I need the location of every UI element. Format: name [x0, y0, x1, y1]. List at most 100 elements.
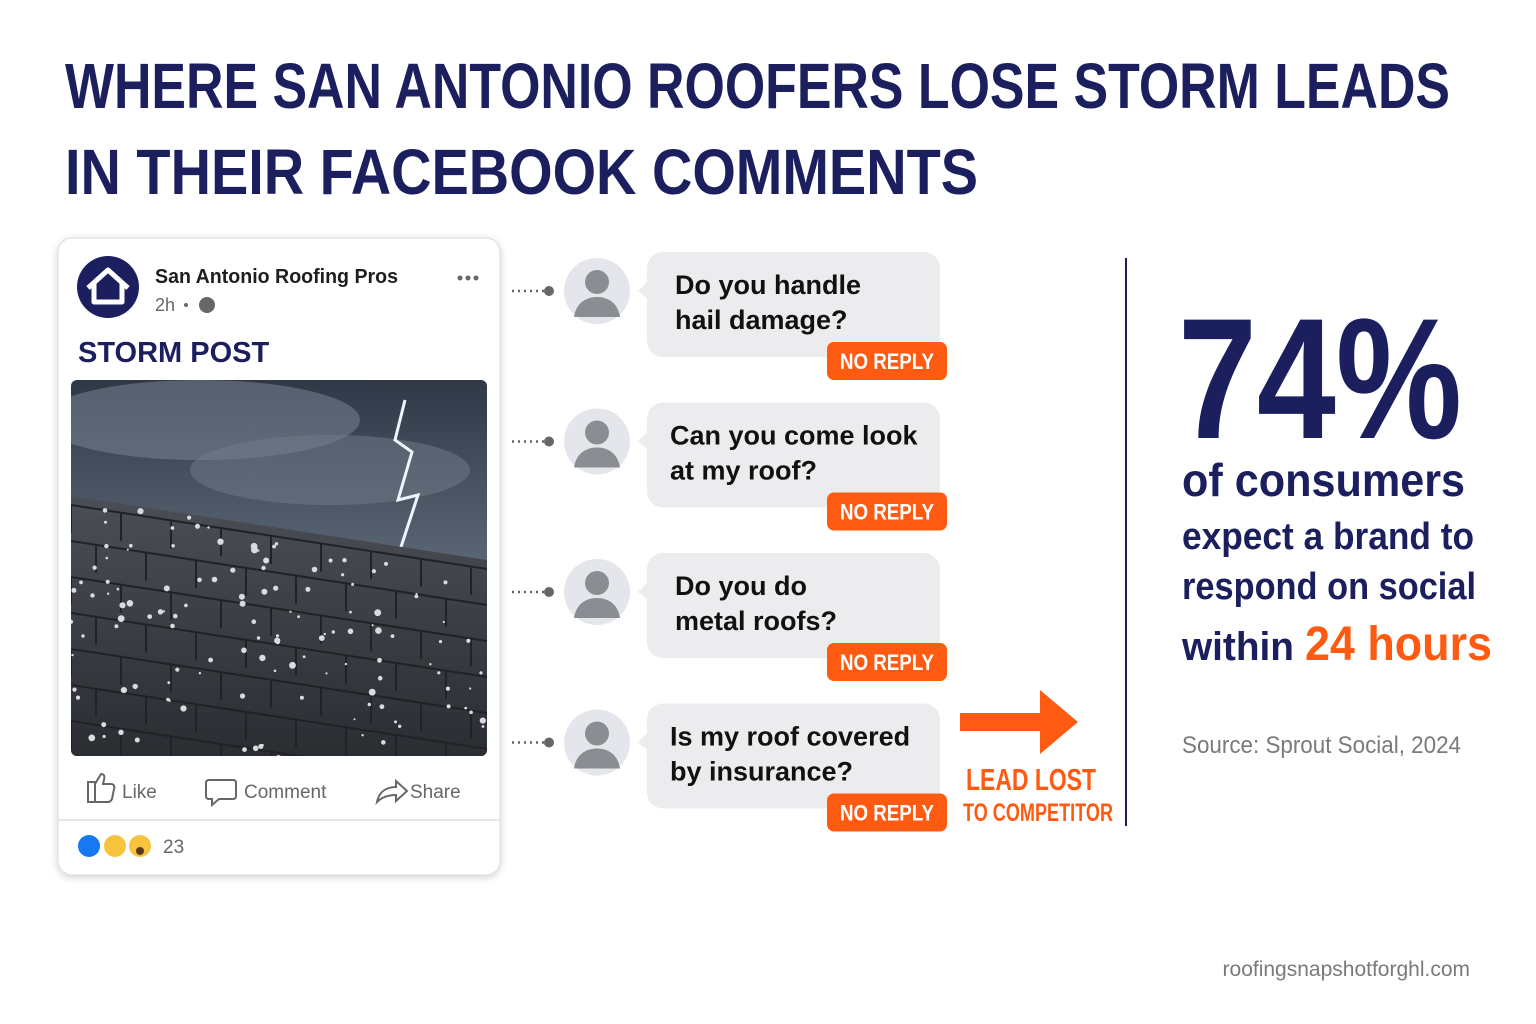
action-icons [87, 772, 409, 808]
avatar-body [574, 748, 620, 769]
hailstone [157, 609, 164, 615]
status-label: NO REPLY [840, 650, 934, 675]
connector-dot [544, 587, 554, 597]
comment-button[interactable]: Comment [244, 782, 327, 803]
hailstone [211, 576, 218, 583]
hailstone [147, 614, 153, 619]
bubble-tail [638, 732, 648, 751]
hailstone [261, 565, 266, 571]
hailstone [71, 619, 74, 624]
hailstone [344, 662, 348, 666]
stat-highlight: 24 hours [1305, 618, 1492, 671]
hailstone [173, 613, 178, 619]
hailstone [92, 565, 97, 570]
comment-text: hail damage? [675, 305, 848, 335]
hailstone [187, 515, 192, 520]
footer-url[interactable]: roofingsnapshotforghl.com [1223, 958, 1470, 981]
hailstone [342, 558, 347, 563]
hailstone [371, 624, 374, 627]
hailstone [167, 681, 171, 685]
reaction-count[interactable]: 23 [163, 837, 184, 858]
hailstone [114, 624, 119, 629]
status-label: NO REPLY [840, 349, 934, 374]
hailstone [442, 620, 445, 624]
hailstone [132, 683, 138, 690]
hailstone [198, 672, 202, 675]
comment-row: Can you come look at my roof? NO REPLY [512, 402, 947, 531]
hailstone [305, 586, 311, 592]
hailstone [414, 594, 419, 599]
hailstone [261, 743, 264, 747]
post-card: San Antonio Roofing Pros 2h STORM POST L… [57, 237, 501, 876]
hailstone [445, 686, 450, 691]
hailstone [170, 526, 175, 530]
hailstone [104, 543, 109, 549]
comment-text: Is my roof covered [670, 722, 910, 752]
stat-line: respond on social [1182, 566, 1476, 608]
more-icon[interactable] [457, 275, 479, 281]
avatar-body [574, 598, 620, 618]
hailstone [384, 561, 388, 566]
title-line: IN THEIR FACEBOOK COMMENTS [65, 136, 978, 208]
hailstone [361, 734, 364, 737]
hailstone [137, 508, 144, 515]
hailstone [101, 722, 107, 728]
reaction-icons [78, 835, 151, 857]
hailstone [377, 657, 382, 663]
hailstone [126, 548, 129, 551]
hailstone [323, 632, 326, 636]
shingle-row [71, 612, 487, 678]
hailstone [349, 610, 352, 614]
stat-value: 74% [1178, 283, 1462, 475]
hailstone [242, 747, 247, 752]
hailstone [75, 695, 81, 700]
hailstone [250, 542, 258, 550]
hailstone [116, 587, 120, 591]
hailstone [129, 543, 133, 548]
storm-image [71, 380, 487, 756]
hailstone [207, 526, 210, 529]
shingle-row [71, 648, 487, 714]
comment-bubble [647, 553, 940, 658]
hailstone [379, 704, 385, 710]
hailstone [341, 573, 345, 577]
shingle-row [71, 684, 487, 750]
page-name[interactable]: San Antonio Roofing Pros [155, 266, 398, 288]
hailstone [318, 635, 325, 641]
hailstone [438, 640, 443, 644]
hailstone [415, 592, 418, 596]
comment-bubble [647, 703, 940, 809]
hailstone [126, 600, 134, 607]
hailstone [368, 688, 376, 696]
connector-dot [544, 286, 554, 296]
shingle-row [71, 540, 487, 606]
bubble-tail [638, 431, 648, 450]
hailstone [299, 695, 304, 700]
hailstone [347, 628, 354, 635]
hailstone [162, 610, 165, 613]
hailstone [241, 647, 247, 654]
title-line: WHERE SAN ANTONIO ROOFERS LOSE STORM LEA… [65, 50, 1450, 122]
hailstone [175, 667, 180, 672]
hailstone [464, 706, 468, 710]
like-button[interactable]: Like [122, 782, 157, 803]
hailstone [297, 615, 300, 619]
shingle-row [71, 576, 487, 642]
globe-icon [199, 297, 215, 313]
hailstone [90, 593, 95, 598]
hailstone [274, 542, 279, 546]
status-badge [827, 793, 947, 832]
status-badge [827, 492, 947, 531]
comment-row: Do you do metal roofs?NO REPLY [512, 553, 947, 681]
hailstone [367, 702, 371, 707]
hailstone [239, 600, 246, 607]
share-button[interactable]: Share [410, 782, 461, 803]
hailstone [437, 671, 441, 675]
dot [184, 303, 188, 307]
hailstone [79, 580, 83, 585]
hailstone [256, 636, 261, 640]
hailstone [328, 558, 333, 563]
hailstone [197, 577, 202, 583]
hailstone [263, 557, 270, 564]
